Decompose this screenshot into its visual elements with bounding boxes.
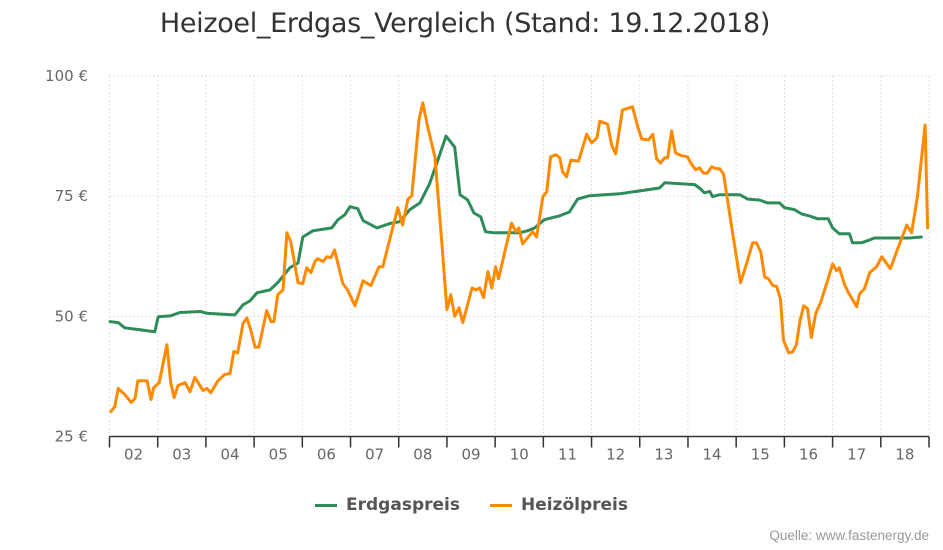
x-tick-label: 06	[317, 446, 336, 464]
legend-swatch-orange	[489, 503, 512, 507]
x-tick-label: 04	[220, 446, 239, 464]
series-line-heizoelpreis	[109, 101, 930, 413]
source-credit: Quelle: www.fastenergy.de	[769, 528, 929, 543]
series-line-erdgaspreis	[108, 134, 923, 334]
x-tick-label: 08	[413, 446, 432, 464]
x-tick-label: 11	[558, 446, 577, 464]
x-tick-label: 17	[847, 446, 866, 464]
legend-label: Heizölpreis	[520, 495, 628, 515]
y-tick-label: 25 €	[55, 428, 88, 446]
series-lines	[108, 101, 930, 413]
legend-item-heizoelpreis[interactable]: Heizölpreis	[489, 495, 628, 515]
x-tick-label: 12	[606, 446, 625, 464]
y-axis: 25 € 50 € 75 € 100 €	[45, 67, 88, 446]
x-tick-label: 13	[654, 446, 673, 464]
chart-title: Heizoel_Erdgas_Vergleich (Stand: 19.12.2…	[159, 8, 771, 39]
x-tick-label: 18	[895, 446, 914, 464]
x-tick-label: 09	[461, 446, 480, 464]
x-tick-label: 03	[172, 446, 191, 464]
x-axis: 02 03 04 05 06 07 08 09 10 11 12 13 14 15 16 17 18	[108, 435, 930, 464]
legend-label: Erdgaspreis	[346, 495, 460, 515]
x-tick-label: 07	[365, 446, 384, 464]
x-tick-label: 15	[751, 446, 770, 464]
legend-item-erdgaspreis[interactable]: Erdgaspreis	[315, 495, 460, 515]
x-tick-label: 16	[799, 446, 818, 464]
y-tick-label: 100 €	[45, 67, 88, 85]
x-tick-label: 10	[510, 446, 529, 464]
legend-swatch-green	[315, 503, 338, 507]
y-tick-label: 75 €	[55, 187, 88, 205]
x-tick-label: 02	[124, 446, 143, 464]
grid	[109, 75, 930, 437]
x-tick-label: 05	[269, 446, 288, 464]
y-tick-label: 50 €	[55, 307, 88, 325]
legend: Erdgaspreis Heizölpreis	[0, 495, 943, 515]
x-tick-label: 14	[703, 446, 722, 464]
